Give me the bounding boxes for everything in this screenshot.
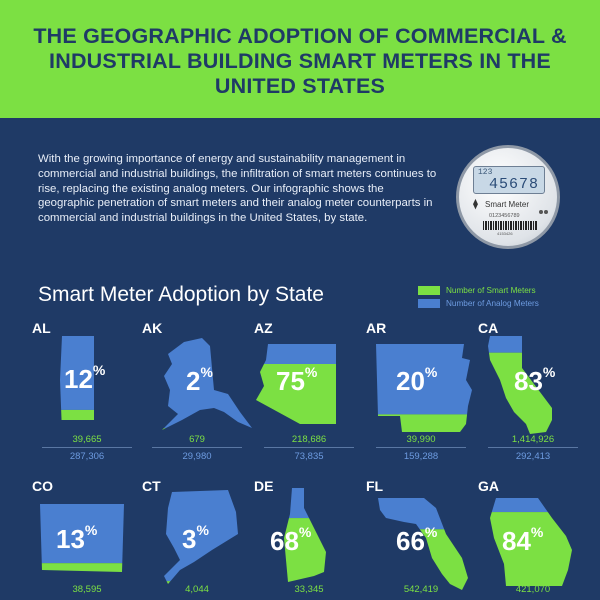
state-tile-ar: AR 20% 39,990 159,288 bbox=[366, 320, 476, 470]
count-divider bbox=[376, 447, 466, 448]
state-percent: 75% bbox=[276, 364, 318, 396]
meter-display: 123 45678 bbox=[473, 166, 545, 194]
smart-share-ak bbox=[162, 428, 252, 430]
smart-meter-count: 542,419 bbox=[403, 584, 439, 595]
intro-paragraph: With the growing importance of energy an… bbox=[38, 153, 437, 225]
meter-serial: 0123456789 bbox=[489, 213, 520, 219]
state-map-az bbox=[256, 344, 336, 424]
count-divider bbox=[152, 447, 242, 448]
state-map-al bbox=[60, 336, 94, 420]
state-abbr: FL bbox=[366, 478, 384, 494]
state-tile-ca: CA 83% 1,414,926 292,413 bbox=[478, 320, 588, 470]
state-map-fl bbox=[378, 498, 468, 590]
meter-indicator-dots bbox=[539, 201, 551, 214]
state-tile-ga: GA 84% 421,070 bbox=[478, 478, 588, 600]
barcode-icon bbox=[483, 221, 537, 230]
state-map-de bbox=[284, 488, 326, 582]
analog-meter-count: 292,413 bbox=[515, 451, 551, 462]
chart-title: Smart Meter Adoption by State bbox=[38, 283, 324, 306]
smart-meter-count: 39,665 bbox=[72, 434, 102, 445]
analog-share-ar bbox=[376, 344, 472, 415]
state-percent: 13% bbox=[56, 522, 98, 554]
state-percent: 83% bbox=[514, 364, 556, 396]
legend-label-smart: Number of Smart Meters bbox=[446, 286, 536, 295]
analog-share-fl bbox=[378, 498, 468, 530]
page-title: THE GEOGRAPHIC ADOPTION OF COMMERCIAL & … bbox=[33, 23, 567, 98]
count-divider bbox=[264, 447, 354, 448]
state-tile-al: AL 12% 39,665 287,306 bbox=[32, 320, 142, 470]
state-percent: 66% bbox=[396, 524, 438, 556]
state-abbr: AR bbox=[366, 320, 387, 336]
legend-item-smart: Number of Smart Meters bbox=[418, 284, 539, 297]
analog-share-az bbox=[256, 344, 336, 364]
state-map-co bbox=[40, 504, 124, 572]
smart-meter-count: 4,044 bbox=[185, 584, 209, 595]
legend-item-analog: Number of Analog Meters bbox=[418, 297, 539, 310]
smart-share-ar bbox=[376, 414, 472, 432]
analog-meter-count: 73,835 bbox=[294, 451, 324, 462]
smart-meter-count: 39,990 bbox=[406, 434, 436, 445]
state-percent: 2% bbox=[186, 364, 213, 396]
state-map-ak bbox=[162, 338, 252, 430]
analog-meter-count: 29,980 bbox=[182, 451, 212, 462]
state-abbr: AZ bbox=[254, 320, 273, 336]
smart-meter-illustration: 123 45678 ⧫ Smart Meter 0123456789 41534… bbox=[456, 145, 560, 249]
smart-meter-count: 421,070 bbox=[515, 584, 551, 595]
legend-swatch-analog bbox=[418, 299, 440, 308]
count-divider bbox=[488, 447, 578, 448]
meter-label: Smart Meter bbox=[485, 200, 530, 209]
legend-swatch-smart bbox=[418, 286, 440, 295]
state-tile-ak: AK 2% 679 29,980 bbox=[142, 320, 252, 470]
state-percent: 84% bbox=[502, 524, 544, 556]
state-tile-ct: CT 3% 4,044 bbox=[142, 478, 252, 600]
state-map-ca bbox=[488, 336, 552, 434]
smart-meter-count: 218,686 bbox=[291, 434, 327, 445]
analog-share-co bbox=[40, 504, 124, 564]
smart-meter-count: 38,595 bbox=[72, 584, 102, 595]
meter-reading: 45678 bbox=[488, 176, 539, 193]
analog-meter-count: 159,288 bbox=[403, 451, 439, 462]
analog-share-ca bbox=[488, 336, 552, 353]
analog-share-ga bbox=[490, 498, 572, 513]
smart-meter-count: 679 bbox=[189, 434, 205, 445]
chart-legend: Number of Smart Meters Number of Analog … bbox=[418, 284, 539, 310]
wifi-icon: ⧫ bbox=[473, 199, 478, 210]
smart-meter-count: 1,414,926 bbox=[511, 434, 555, 445]
state-tile-az: AZ 75% 218,686 73,835 bbox=[254, 320, 364, 470]
state-map-ct bbox=[164, 490, 238, 584]
state-map-ga bbox=[490, 498, 572, 586]
state-percent: 20% bbox=[396, 364, 438, 396]
state-abbr: AL bbox=[32, 320, 51, 336]
count-divider bbox=[42, 447, 132, 448]
smart-share-co bbox=[40, 563, 124, 572]
barcode-number: 4153426 bbox=[497, 231, 513, 236]
state-abbr: CT bbox=[142, 478, 161, 494]
smart-share-al bbox=[60, 409, 94, 420]
analog-share-de bbox=[284, 488, 326, 519]
legend-label-analog: Number of Analog Meters bbox=[446, 299, 539, 308]
title-banner: THE GEOGRAPHIC ADOPTION OF COMMERCIAL & … bbox=[0, 0, 600, 118]
state-tile-fl: FL 66% 542,419 bbox=[366, 478, 476, 600]
state-percent: 68% bbox=[270, 524, 312, 556]
state-map-ar bbox=[376, 344, 472, 432]
state-abbr: CA bbox=[478, 320, 499, 336]
meter-small-reading: 123 bbox=[478, 168, 493, 177]
state-abbr: CO bbox=[32, 478, 53, 494]
analog-share-al bbox=[60, 336, 94, 410]
state-percent: 3% bbox=[182, 522, 209, 554]
state-abbr: GA bbox=[478, 478, 499, 494]
state-tile-co: CO 13% 38,595 bbox=[32, 478, 142, 600]
smart-meter-count: 33,345 bbox=[294, 584, 324, 595]
state-percent: 12% bbox=[64, 362, 106, 394]
state-tile-de: DE 68% 33,345 bbox=[254, 478, 364, 600]
state-abbr: AK bbox=[142, 320, 163, 336]
state-abbr: DE bbox=[254, 478, 274, 494]
analog-meter-count: 287,306 bbox=[69, 451, 105, 462]
